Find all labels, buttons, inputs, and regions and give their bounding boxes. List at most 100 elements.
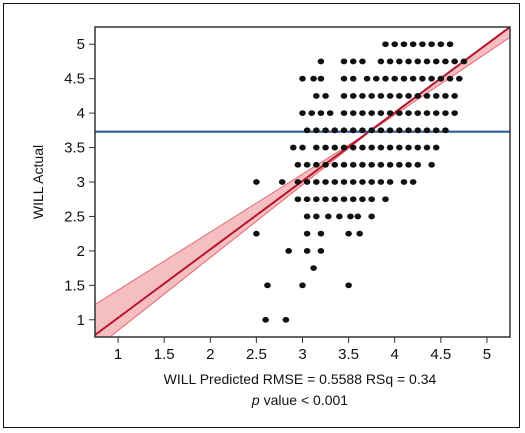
data-point xyxy=(368,110,375,117)
p-value-caption: p value < 0.001 xyxy=(251,392,348,408)
data-point xyxy=(336,213,343,220)
y-axis: 1 1.5 2 2.5 3 3.5 4 4.5 5 xyxy=(64,36,95,329)
data-point xyxy=(253,230,260,237)
data-point xyxy=(391,75,399,82)
data-point xyxy=(442,110,449,117)
data-point xyxy=(349,110,357,117)
data-point xyxy=(396,127,403,134)
data-point xyxy=(382,196,389,203)
x-axis-title: WILL Predicted RMSE = 0.5588 RSq = 0.34 xyxy=(164,371,437,387)
data-point xyxy=(313,92,320,99)
figure-frame xyxy=(3,3,520,428)
data-point xyxy=(423,58,431,65)
data-point xyxy=(317,75,325,82)
data-point xyxy=(414,92,422,99)
data-point xyxy=(446,41,454,48)
data-point xyxy=(386,110,394,117)
data-point xyxy=(359,144,366,151)
data-point xyxy=(368,127,375,134)
data-point xyxy=(340,144,348,151)
p-symbol: p xyxy=(251,392,260,408)
data-point xyxy=(322,92,329,99)
data-point xyxy=(386,92,394,99)
data-point xyxy=(446,75,454,82)
data-point xyxy=(289,144,297,151)
data-point xyxy=(331,161,339,168)
data-point xyxy=(414,127,422,134)
data-point xyxy=(359,127,366,134)
y-axis-title: WILL Actual xyxy=(30,145,46,219)
data-point xyxy=(345,282,352,289)
data-point xyxy=(303,230,311,237)
data-point xyxy=(322,161,329,168)
data-point xyxy=(303,179,311,185)
data-point xyxy=(294,179,302,185)
data-point xyxy=(349,92,357,99)
x-axis: 1 1.5 2 2.5 3 3.5 4 4.5 5 xyxy=(114,337,491,363)
data-point xyxy=(317,110,325,117)
data-point xyxy=(377,144,385,151)
data-point xyxy=(405,161,412,168)
x-tick-label: 4 xyxy=(391,346,399,363)
data-point xyxy=(377,179,385,185)
data-point xyxy=(313,179,320,185)
data-point xyxy=(359,110,366,117)
x-tick-label: 5 xyxy=(483,346,491,363)
data-point xyxy=(451,92,458,99)
data-point xyxy=(409,41,417,48)
data-point xyxy=(382,41,389,48)
data-point xyxy=(313,127,320,134)
data-point xyxy=(349,196,357,203)
data-point xyxy=(322,179,329,185)
data-point xyxy=(303,127,311,134)
data-point xyxy=(285,247,292,254)
y-tick-label: 4.5 xyxy=(64,71,85,88)
x-tick-label: 4.5 xyxy=(430,346,451,363)
data-point xyxy=(428,41,435,48)
data-point xyxy=(442,127,449,134)
data-point xyxy=(349,58,357,65)
data-point xyxy=(310,75,317,82)
data-point xyxy=(349,161,357,168)
data-point xyxy=(313,196,320,203)
data-point xyxy=(455,75,463,82)
x-tick-label: 3.5 xyxy=(338,346,359,363)
data-point xyxy=(282,316,290,323)
data-point xyxy=(278,179,286,185)
data-point xyxy=(396,144,403,151)
data-point xyxy=(437,41,445,48)
data-point xyxy=(405,58,412,65)
data-point xyxy=(396,161,403,168)
data-point xyxy=(405,92,412,99)
data-point xyxy=(313,144,320,151)
data-point xyxy=(368,179,375,185)
data-point xyxy=(340,110,348,117)
data-point xyxy=(396,110,403,117)
data-point xyxy=(317,58,325,65)
x-tick-label: 2 xyxy=(206,346,214,363)
data-point xyxy=(299,282,306,289)
data-point xyxy=(423,144,431,151)
data-point xyxy=(349,127,357,134)
data-point xyxy=(386,179,394,185)
data-point xyxy=(377,92,385,99)
data-point xyxy=(349,144,357,151)
data-point xyxy=(442,92,449,99)
data-point xyxy=(317,230,325,237)
data-point xyxy=(294,161,302,168)
data-point xyxy=(354,213,362,220)
data-point xyxy=(340,127,348,134)
data-point xyxy=(331,144,339,151)
y-tick-label: 2 xyxy=(77,243,85,260)
data-point xyxy=(325,213,332,220)
data-point xyxy=(377,161,385,168)
data-point xyxy=(409,179,417,185)
data-point xyxy=(299,110,306,117)
data-point xyxy=(359,179,366,185)
data-point xyxy=(340,58,348,65)
data-point xyxy=(414,144,422,151)
data-point xyxy=(368,213,375,220)
data-point xyxy=(303,196,311,203)
y-tick-label: 1 xyxy=(77,312,85,329)
